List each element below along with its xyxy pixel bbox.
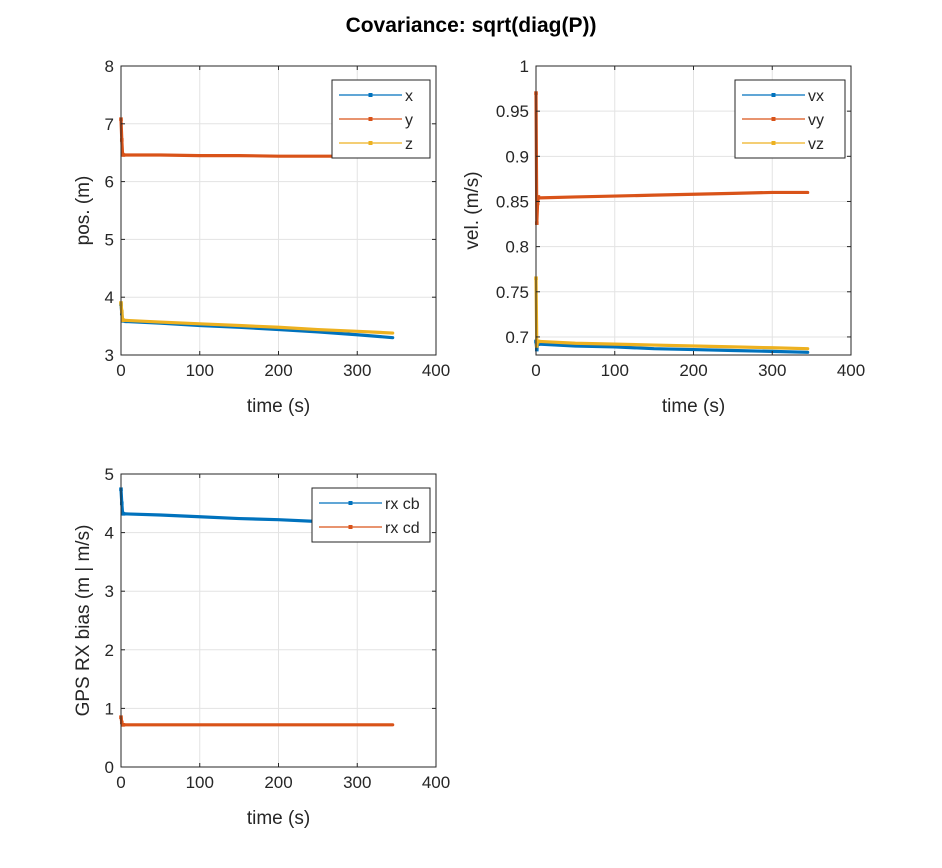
x-tick-label: 400: [422, 361, 450, 380]
y-tick-label: 3: [105, 582, 114, 601]
legend-marker: [771, 93, 776, 97]
data-point: [535, 201, 540, 206]
legend-box: [311, 487, 431, 543]
x-tick-label: 0: [116, 773, 125, 792]
legend-label: y: [405, 112, 413, 129]
legend: xyz: [331, 79, 431, 159]
data-point: [534, 221, 539, 225]
x-tick-label: 0: [116, 361, 125, 380]
x-axis-label: time (s): [247, 396, 310, 417]
y-axis-label: vel. (m/s): [462, 171, 483, 249]
y-tick-label: 7: [105, 115, 114, 134]
series-line-y: [119, 117, 395, 158]
data-point: [119, 138, 124, 142]
x-tick-label: 300: [758, 361, 786, 380]
x-tick-label: 400: [837, 361, 865, 380]
y-tick-label: 0.75: [496, 283, 529, 302]
x-tick-label: 300: [343, 361, 371, 380]
y-tick-label: 1: [520, 57, 529, 76]
legend-label: rx cb: [385, 496, 420, 513]
y-tick-label: 0.9: [505, 147, 529, 166]
x-axis-label: time (s): [662, 396, 725, 417]
series-line-vy: [534, 91, 810, 225]
y-tick-label: 0.95: [496, 102, 529, 121]
data-point: [121, 318, 126, 323]
y-tick-label: 5: [105, 230, 114, 249]
data-point: [534, 347, 539, 352]
data-point: [121, 153, 126, 157]
y-tick-label: 6: [105, 173, 114, 192]
data-point: [121, 723, 126, 727]
x-tick-label: 200: [264, 361, 292, 380]
data-point: [121, 512, 126, 516]
y-tick-label: 0.7: [505, 328, 529, 347]
y-axis-label: pos. (m): [73, 176, 94, 246]
figure-title: Covariance: sqrt(diag(P)): [345, 14, 597, 37]
legend-label: vz: [808, 136, 824, 153]
data-point: [536, 339, 541, 344]
y-tick-label: 4: [105, 288, 114, 307]
data-point: [119, 309, 124, 314]
x-tick-label: 300: [343, 773, 371, 792]
legend-marker: [771, 117, 776, 121]
data-point: [536, 195, 541, 199]
x-tick-label: 200: [679, 361, 707, 380]
legend-marker: [771, 141, 776, 145]
legend-marker: [368, 93, 373, 97]
x-tick-label: 0: [531, 361, 540, 380]
y-tick-label: 3: [105, 346, 114, 365]
data-point: [119, 720, 124, 725]
legend-marker: [348, 525, 353, 529]
legend-marker: [348, 501, 353, 505]
x-tick-label: 100: [186, 773, 214, 792]
legend-marker: [368, 141, 373, 145]
y-tick-label: 1: [105, 699, 114, 718]
subplot-velocity: 0 100 200 300 400 0.7 0.75 0.8 0.85 0.9 0.95 1 time …: [462, 57, 865, 417]
legend-label: x: [405, 88, 413, 105]
data-point: [534, 344, 539, 348]
y-tick-label: 0.8: [505, 238, 529, 257]
legend-label: vy: [808, 112, 824, 129]
legend-marker: [368, 117, 373, 121]
y-axis-label: GPS RX bias (m | m/s): [73, 525, 94, 717]
y-tick-label: 0.85: [496, 192, 529, 211]
x-tick-label: 200: [264, 773, 292, 792]
subplot-gps-rx-bias: 0 100 200 300 400 0 1 2 3 4 5 time (s) GPS RX bias (…: [73, 465, 450, 829]
y-tick-label: 5: [105, 465, 114, 484]
data-point: [119, 501, 124, 506]
subplot-position: 0 100 200 300 400 3 4 5 6 7 8 time (s) pos. (m) xyz: [73, 57, 450, 417]
y-tick-label: 2: [105, 641, 114, 660]
x-axis-label: time (s): [247, 808, 310, 829]
legend-label: rx cd: [385, 520, 420, 537]
x-tick-label: 400: [422, 773, 450, 792]
y-tick-label: 0: [105, 758, 114, 777]
legend: rx cb rx cd: [311, 487, 431, 543]
x-tick-label: 100: [186, 361, 214, 380]
legend-label: vx: [808, 88, 824, 105]
x-tick-label: 100: [601, 361, 629, 380]
legend-label: z: [405, 136, 413, 153]
legend: vx vy vz: [734, 79, 846, 159]
y-tick-label: 8: [105, 57, 114, 76]
y-tick-label: 4: [105, 524, 114, 543]
